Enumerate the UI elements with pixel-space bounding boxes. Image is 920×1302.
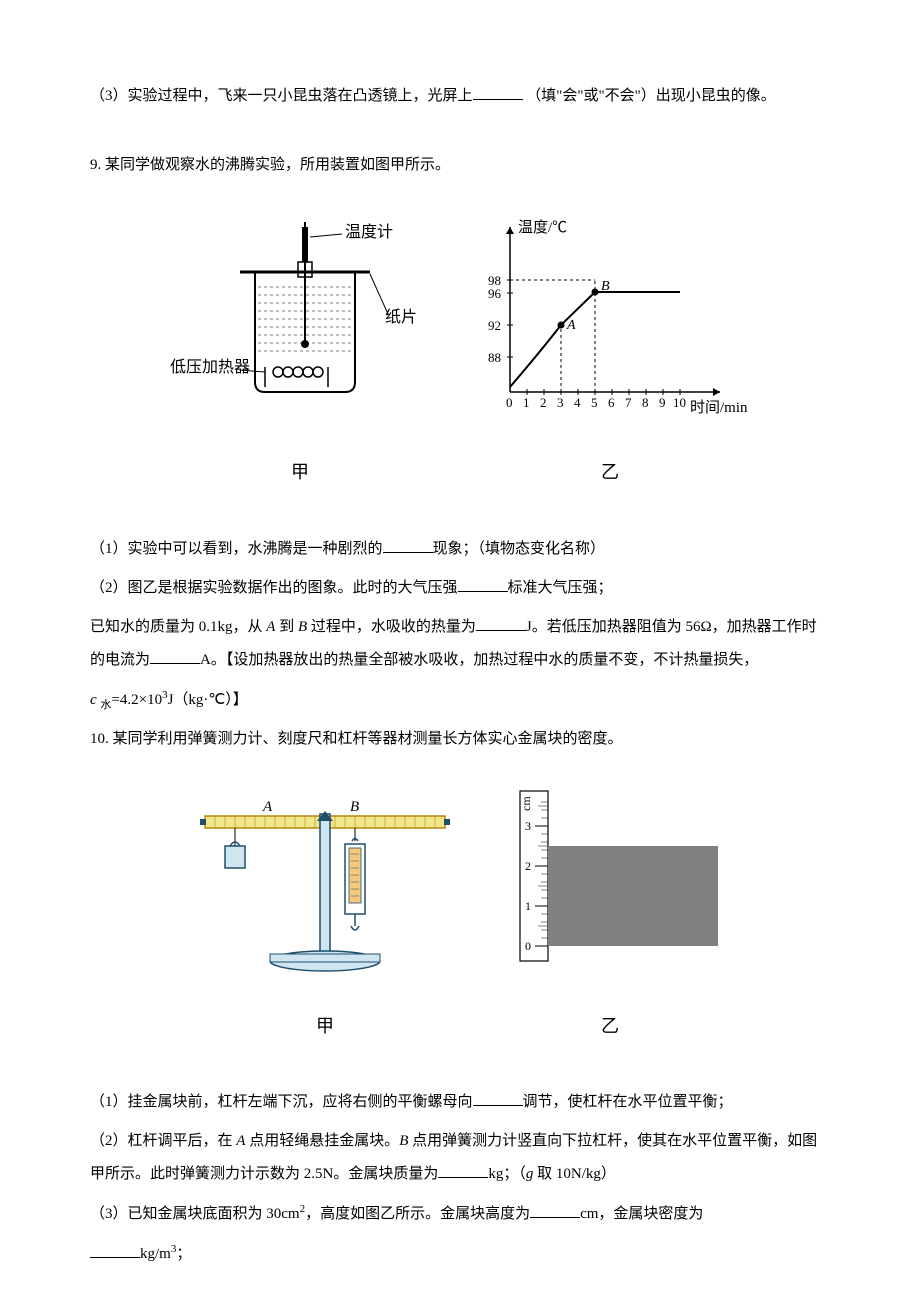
svg-text:cm: cm xyxy=(519,795,533,810)
question-9-intro: 9. 某同学做观察水的沸腾实验，所用装置如图甲所示。 xyxy=(90,149,830,182)
q10-2: （2）杠杆调平后，在 A 点用轻绳悬挂金属块。B 点用弹簧测力计竖直向下拉杠杆，… xyxy=(90,1125,830,1191)
caption-jia: 甲 xyxy=(170,453,430,493)
svg-text:96: 96 xyxy=(488,286,502,301)
svg-text:8: 8 xyxy=(642,395,649,410)
q3-suffix: （填"会"或"不会"）出现小昆虫的像。 xyxy=(526,88,776,104)
svg-text:98: 98 xyxy=(488,273,501,288)
svg-text:0: 0 xyxy=(525,939,531,953)
figure-ruler: 0 1 2 3 cm 乙 xyxy=(495,786,725,1047)
svg-text:0: 0 xyxy=(506,395,513,410)
question-3: （3）实验过程中，飞来一只小昆虫落在凸透镜上，光屏上 （填"会"或"不会"）出现… xyxy=(90,80,830,113)
question-10-intro: 10. 某同学利用弹簧测力计、刻度尺和杠杆等器材测量长方体实心金属块的密度。 xyxy=(90,723,830,756)
q10-3: （3）已知金属块底面积为 30cm2，高度如图乙所示。金属块高度为cm，金属块密… xyxy=(90,1197,830,1231)
svg-text:88: 88 xyxy=(488,350,501,365)
blank xyxy=(90,1240,140,1258)
q9-formula: c 水=4.2×103J（kg·℃）】 xyxy=(90,683,830,717)
figure-row-1: 温度计 纸片 xyxy=(90,212,830,493)
caption-yi-2: 乙 xyxy=(495,1007,725,1047)
blank xyxy=(473,1088,523,1106)
label-heater: 低压加热器 xyxy=(170,358,250,376)
svg-text:4: 4 xyxy=(574,395,581,410)
svg-text:2: 2 xyxy=(540,395,547,410)
caption-yi: 乙 xyxy=(470,453,750,493)
svg-text:7: 7 xyxy=(625,395,632,410)
blank xyxy=(473,82,523,100)
figure-graph: 温度/℃ 时间/min 88 92 96 98 0 1 2 3 4 5 6 7 … xyxy=(470,212,750,493)
q10-1: （1）挂金属块前，杠杆左端下沉，应将右侧的平衡螺母向调节，使杠杆在水平位置平衡； xyxy=(90,1086,830,1119)
caption-jia-2: 甲 xyxy=(195,1007,455,1047)
q9-1: （1）实验中可以看到，水沸腾是一种剧烈的现象；（填物态变化名称） xyxy=(90,533,830,566)
svg-text:3: 3 xyxy=(557,395,564,410)
svg-text:3: 3 xyxy=(525,819,531,833)
label-b: B xyxy=(350,799,359,815)
blank xyxy=(458,574,508,592)
svg-text:9: 9 xyxy=(659,395,666,410)
figure-lever: A B 甲 xyxy=(195,786,455,1047)
blank xyxy=(150,646,200,664)
svg-text:92: 92 xyxy=(488,318,501,333)
label-paper: 纸片 xyxy=(385,308,417,326)
svg-text:1: 1 xyxy=(523,395,530,410)
svg-text:A: A xyxy=(566,318,576,333)
blank xyxy=(438,1160,488,1178)
label-a: A xyxy=(262,799,273,815)
blank xyxy=(383,535,433,553)
q9-2a: （2）图乙是根据实验数据作出的图象。此时的大气压强标准大气压强； xyxy=(90,572,830,605)
q3-text: （3）实验过程中，飞来一只小昆虫落在凸透镜上，光屏上 xyxy=(90,88,473,104)
q9-2b: 已知水的质量为 0.1kg，从 A 到 B 过程中，水吸收的热量为J。若低压加热… xyxy=(90,611,830,677)
blank xyxy=(476,613,526,631)
figure-apparatus: 温度计 纸片 xyxy=(170,212,430,493)
svg-text:10: 10 xyxy=(673,395,686,410)
svg-text:2: 2 xyxy=(525,859,531,873)
figure-row-2: A B 甲 xyxy=(90,786,830,1047)
y-axis-label: 温度/℃ xyxy=(518,219,567,236)
svg-text:5: 5 xyxy=(591,395,598,410)
q10-3b: kg/m3； xyxy=(90,1237,830,1271)
x-axis-label: 时间/min xyxy=(690,399,748,416)
svg-text:B: B xyxy=(601,279,610,294)
blank xyxy=(530,1200,580,1218)
label-thermometer: 温度计 xyxy=(345,223,393,241)
svg-text:6: 6 xyxy=(608,395,615,410)
svg-text:1: 1 xyxy=(525,899,531,913)
